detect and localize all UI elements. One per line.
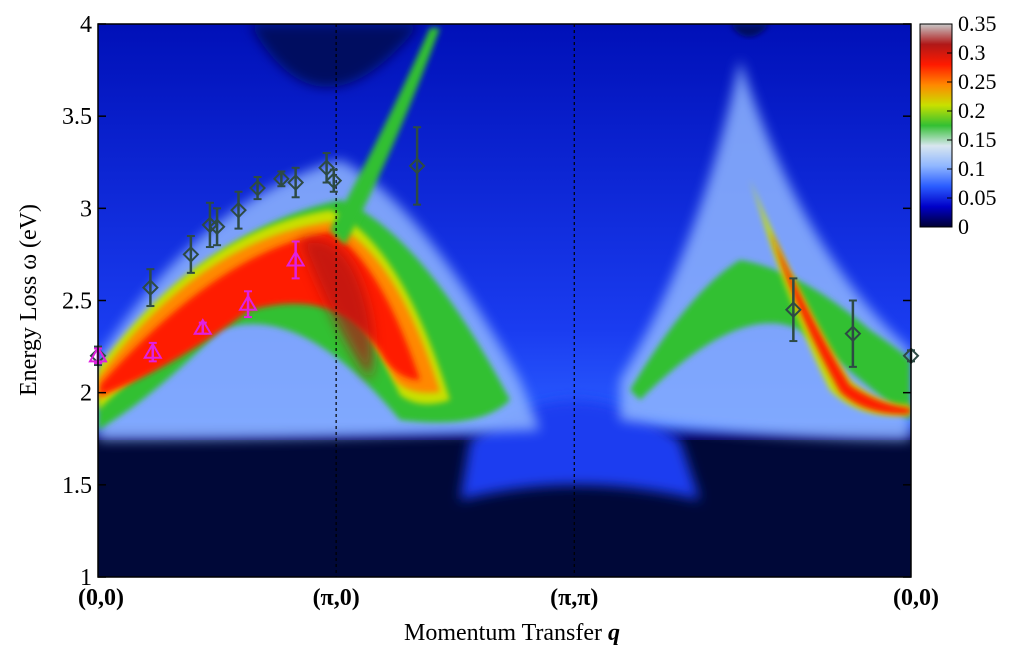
y-tick-label-6: 4 xyxy=(80,12,92,38)
colorbar-label-6: 0.05 xyxy=(958,185,997,210)
y-tick-label-4: 3 xyxy=(80,196,92,222)
y-tick-label-1: 1.5 xyxy=(62,473,92,499)
diamond-point-2 xyxy=(182,234,200,274)
heatmap-top-pocket-2 xyxy=(730,24,770,37)
colorbar-label-2: 0.25 xyxy=(958,69,997,94)
colorbar-label-3: 0.2 xyxy=(958,98,986,123)
heatmap-green-band-right xyxy=(630,260,910,420)
colorbar-label-1: 0.3 xyxy=(958,40,986,65)
heatmap-streak-left xyxy=(330,28,440,245)
x-tick-label-3: (0,0) xyxy=(893,585,939,611)
x-axis-title: Momentum Transfer q xyxy=(404,620,620,646)
diamond-point-4 xyxy=(208,207,226,247)
diamond-point-7 xyxy=(272,170,290,188)
y-axis-title: Energy Loss ω (eV) xyxy=(16,204,42,396)
triangle-point-1 xyxy=(143,341,163,363)
diamond-point-8 xyxy=(287,166,305,199)
y-tick-label-2: 2 xyxy=(80,381,92,407)
colorbar: 0.35 0.3 0.25 0.2 0.15 0.1 0.05 0 xyxy=(919,11,997,239)
heatmap xyxy=(98,24,911,577)
y-tick-label-5: 3.5 xyxy=(62,104,92,130)
colorbar-label-7: 0 xyxy=(958,214,969,239)
x-tick-label-0: (0,0) xyxy=(78,585,124,611)
diamond-point-11 xyxy=(408,126,426,206)
y-tick-label-3: 2.5 xyxy=(62,289,92,315)
dashed-lines xyxy=(335,24,575,577)
diamond-point-6 xyxy=(249,175,266,201)
colorbar-label-4: 0.15 xyxy=(958,127,997,152)
x-tick-label-2: (π,π) xyxy=(550,585,598,611)
heatmap-streak-right-core xyxy=(770,230,910,415)
y-tick-label-0: 1 xyxy=(80,565,92,591)
heatmap-hotspot xyxy=(300,238,374,380)
triangle-point-3 xyxy=(238,290,258,319)
x-tick-label-1: (π,0) xyxy=(313,585,360,611)
y-axis: 1 1.5 2 2.5 3 3.5 4 xyxy=(62,12,911,591)
colorbar-label-0: 0.35 xyxy=(958,11,997,36)
colorbar-label-5: 0.1 xyxy=(958,156,986,181)
x-axis: (0,0) (π,0) (π,π) (0,0) xyxy=(78,585,939,611)
triangle-point-4 xyxy=(285,240,306,280)
diamond-point-12 xyxy=(784,277,802,343)
diamond-point-10 xyxy=(325,168,343,193)
x-axis-title-variable: q xyxy=(608,620,620,646)
triangle-point-2 xyxy=(193,318,213,335)
colorbar-gradient xyxy=(919,23,953,228)
heatmap-top-pocket-1 xyxy=(250,24,420,87)
diamond-point-1 xyxy=(141,268,159,308)
diamond-point-13 xyxy=(844,299,862,368)
x-axis-title-text: Momentum Transfer xyxy=(404,620,602,646)
diamond-point-5 xyxy=(230,190,247,230)
